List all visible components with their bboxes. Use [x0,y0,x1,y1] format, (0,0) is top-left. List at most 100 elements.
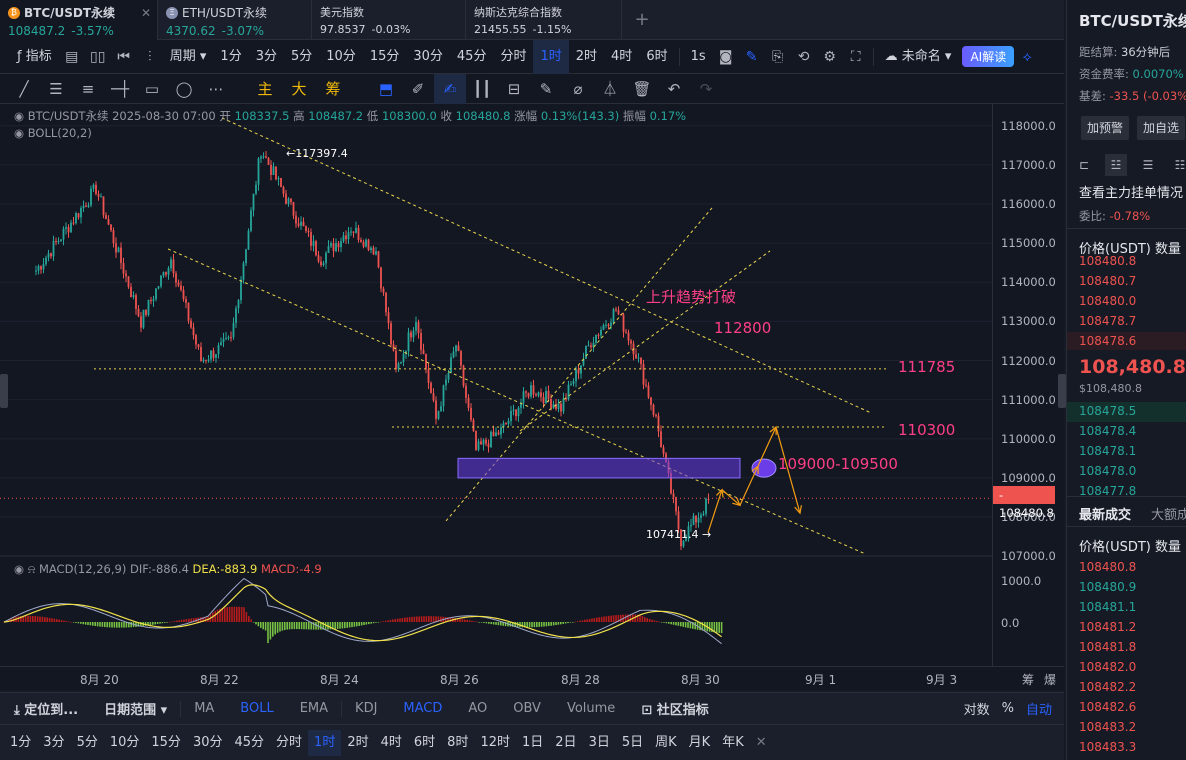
bottom-interval-20[interactable]: 年K [722,734,744,750]
bottom-interval-2[interactable]: 5分 [76,734,98,750]
filter-icon[interactable]: ⏃ [602,79,618,98]
add-tab-icon[interactable]: + [634,9,650,30]
close-tab-icon[interactable]: ✕ [140,6,151,20]
interval-1m[interactable]: 1分 [220,48,242,64]
bottom-interval-11[interactable]: 6时 [413,734,436,750]
ask-row[interactable]: 108480.0 [1079,294,1137,308]
indicator-boll[interactable]: BOLL [240,701,274,716]
locate-button[interactable]: ⤓ 定位到... [14,703,79,718]
close-interval-bar-icon[interactable]: ✕ [755,734,767,750]
ask-row[interactable]: 108480.8 [1079,254,1137,268]
fullscreen-icon[interactable]: ⛶ [850,48,861,65]
interval-timeshare[interactable]: 分时 [500,48,527,64]
orderbook-both-icon[interactable]: ⊏ [1078,158,1090,172]
bottom-interval-13[interactable]: 12时 [480,734,510,750]
bid-row[interactable]: 108477.8 [1079,484,1137,498]
auto-scale-toggle[interactable]: 自动 [1025,703,1052,718]
bottom-interval-12[interactable]: 8时 [447,734,469,750]
bid-row[interactable]: 108478.1 [1079,444,1137,458]
orderbook-title[interactable]: 查看主力挂单情况 [1079,186,1184,201]
interval-3m[interactable]: 3分 [255,48,277,64]
share-network-icon[interactable]: ⟡ [1022,48,1032,65]
bottom-interval-4[interactable]: 15分 [151,734,181,750]
bottom-interval-8[interactable]: 1时 [308,729,342,756]
bottom-interval-10[interactable]: 4时 [380,734,402,750]
chart-type-icon[interactable]: ⫶ [147,48,152,65]
interval-10m[interactable]: 10分 [326,48,356,64]
bottom-interval-9[interactable]: 2时 [347,734,369,750]
bottom-interval-15[interactable]: 2日 [555,734,577,750]
bottom-interval-16[interactable]: 3日 [588,734,610,750]
compare-icon[interactable]: ▯▯ [90,48,106,65]
main-force-button[interactable]: 主 [257,80,273,98]
eye-icon[interactable]: ◉ [14,109,25,123]
interval-4h[interactable]: 4时 [611,48,633,64]
date-range-dropdown[interactable]: 日期范围 ▾ [104,703,168,718]
bottom-interval-7[interactable]: 分时 [276,734,303,750]
trash-icon[interactable]: 🗑 [632,79,652,98]
indicator-ema[interactable]: EMA [299,701,329,716]
price-axis[interactable]: 118000.0 117000.0 116000.0 115000.0 114000.0… [992,104,1064,690]
tab-latest-trades[interactable]: 最新成交 [1079,508,1132,523]
magnet-icon[interactable]: ⌀ [573,79,583,98]
bottom-interval-0[interactable]: 1分 [10,734,32,750]
indicator-obv[interactable]: OBV [513,701,541,716]
liquidation-toggle[interactable]: 爆 [1044,673,1057,687]
indicator-kdj[interactable]: KDJ [355,701,378,716]
percent-scale-toggle[interactable]: % [1001,701,1014,716]
horizontal-line-icon[interactable]: ─┼ [110,79,130,98]
brush-tool-icon[interactable]: ✍ [434,73,466,104]
calendar-icon[interactable]: ▤ [65,48,79,65]
bottom-interval-18[interactable]: 周K [655,734,677,750]
right-scroll-handle[interactable] [1058,374,1066,408]
indicator-button[interactable]: ƒ 指标 [17,48,52,64]
tab-eth[interactable]: Ξ ETH/USDT永续 4370.62 -3.07% [158,0,312,40]
interval-2h[interactable]: 2时 [575,48,598,64]
indicator-macd[interactable]: MACD [403,701,443,716]
log-scale-toggle[interactable]: 对数 [963,703,990,718]
indicator-ao[interactable]: AO [468,701,488,716]
bottom-interval-5[interactable]: 30分 [192,734,223,750]
date-axis[interactable]: 8月 20 8月 22 8月 24 8月 26 8月 28 8月 30 9月 1… [0,666,1064,690]
pen-icon[interactable]: ✎ [745,48,758,65]
share-icon[interactable]: ⎘ [772,48,784,65]
ellipse-tool-icon[interactable]: ◯ [175,79,193,98]
tab-large-trades[interactable]: 大额成交 [1151,508,1186,523]
candle-pattern-icon[interactable]: ┃┃ [472,79,492,98]
bottom-interval-3[interactable]: 10分 [109,734,140,750]
bottom-interval-6[interactable]: 45分 [234,734,265,750]
orderbook-asks-icon[interactable]: ☷ [1174,158,1186,172]
interval-30m[interactable]: 30分 [413,48,443,64]
interval-6h[interactable]: 6时 [646,48,668,64]
interval-1s[interactable]: 1s [690,48,706,64]
chips-button[interactable]: 筹 [325,80,341,98]
interval-15m[interactable]: 15分 [369,48,400,64]
bottom-interval-1[interactable]: 3分 [43,734,65,750]
add-watchlist-button[interactable]: 加自选 [1137,116,1186,140]
bottom-interval-14[interactable]: 1日 [522,734,544,750]
bottom-interval-17[interactable]: 5日 [621,734,644,750]
interval-1h[interactable]: 1时 [533,39,569,74]
tab-dxy[interactable]: 美元指数 97.8537 -0.03% [312,0,466,40]
callout-tool-icon[interactable]: ⬒ [378,79,394,98]
chips-toggle[interactable]: 筹 [1022,673,1035,687]
boll-legend[interactable]: ◉ BOLL(20,2) [14,126,92,140]
bid-row[interactable]: 108478.5 [1079,404,1137,418]
parallel-channel-icon[interactable]: ☰ [49,79,63,98]
redo-icon[interactable]: ↷ [699,79,713,98]
period-dropdown[interactable]: 周期 ▾ [169,48,207,64]
orderbook-split-icon[interactable]: ☳ [1105,154,1127,176]
more-tools-icon[interactable]: ⋯ [208,79,224,98]
left-scroll-handle[interactable] [0,374,8,408]
trendline-tool-icon[interactable]: ╱ [19,79,29,98]
add-alert-button[interactable]: 加预警 [1081,116,1130,140]
measure-icon[interactable]: ⊟ [507,79,521,98]
price-chart[interactable]: ◉ BTC/USDT永续 2025-08-30 07:00 开 108337.5… [0,104,1064,690]
tab-nasdaq[interactable]: 纳斯达克综合指数 21455.55 -1.15% [466,0,622,40]
big-order-button[interactable]: 大 [291,80,307,98]
undo-icon[interactable]: ↶ [667,79,681,98]
rectangle-tool-icon[interactable]: ▭ [144,79,160,98]
indicator-ma[interactable]: MA [194,701,215,716]
chart-canvas[interactable] [0,104,992,666]
orderbook-bids-icon[interactable]: ☰ [1142,158,1154,172]
